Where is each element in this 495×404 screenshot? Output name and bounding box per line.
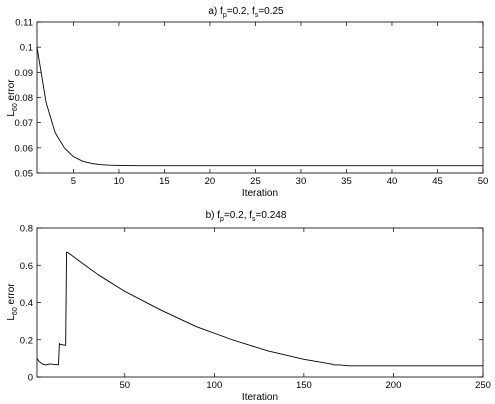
panel-a-x-ticks: 5 10 15 20 25 30 35 40 45 50: [71, 22, 489, 187]
panel-a-plot-frame: [36, 21, 484, 174]
panel-b-chart: b) fp=0.2, fs=0.248 50 100 150 200 250 00.20…: [6, 210, 491, 403]
panel-b-x-tick-label: 50: [119, 380, 130, 391]
panel-a-series-line: [36, 47, 483, 167]
panel-b-series-line: [36, 251, 483, 367]
panel-a-x-tick-label: 20: [205, 176, 216, 187]
panel-b-plot-frame: [36, 227, 484, 378]
panel-a-chart: a) fp=0.2, fs=0.25 5 10 15 20 25 30 35 40 45 50 0…: [6, 6, 488, 199]
panel-b-x-tick-label: 100: [206, 380, 222, 391]
panel-b-title: b) fp=0.2, fs=0.248: [206, 210, 287, 223]
panel-a-x-axis-label: Iteration: [242, 188, 278, 199]
panel-a-title: a) fp=0.2, fs=0.25: [208, 6, 284, 19]
panel-b-x-tick-label: 200: [386, 380, 402, 391]
panel-a-x-tick-label: 50: [478, 176, 489, 187]
panel-a-x-tick-label: 40: [387, 176, 398, 187]
panel-a-y-axis-label: L60 error: [6, 79, 19, 117]
panel-a-y-tick-label: 0.07: [15, 118, 34, 129]
panel-a-y-ticks: 0.05 0.06 0.07 0.08 0.09 0.1 0.11: [15, 18, 483, 180]
panel-a-y-tick-label: 0.06: [15, 143, 34, 154]
panel-a-x-tick-label: 35: [341, 176, 352, 187]
panel-b-y-tick-label: 0.2: [20, 335, 33, 346]
panel-a-y-tick-label: 0.05: [15, 169, 34, 180]
panel-a-x-tick-label: 5: [71, 176, 76, 187]
panel-a-x-tick-label: 25: [250, 176, 261, 187]
panel-a-y-tick-label: 0.1: [20, 43, 33, 54]
panel-b-y-tick-label: 0: [28, 373, 33, 384]
panel-b-y-tick-label: 0.6: [20, 261, 33, 272]
panel-a-x-tick-label: 15: [159, 176, 170, 187]
panel-b-x-tick-label: 150: [296, 380, 312, 391]
panel-b-y-ticks: 0 0.2 0.4 0.6 0.8: [20, 224, 483, 384]
panel-a-x-tick-label: 30: [296, 176, 307, 187]
panel-b-y-tick-label: 0.8: [20, 224, 33, 235]
panel-a-x-tick-label: 45: [432, 176, 443, 187]
panel-b-y-axis-label: L60 error: [6, 283, 19, 321]
panel-a-y-tick-label: 0.11: [15, 18, 33, 29]
panel-b-y-tick-label: 0.4: [20, 298, 33, 309]
panel-a-y-tick-label: 0.09: [15, 68, 34, 79]
panel-b-x-tick-label: 250: [475, 380, 491, 391]
panel-b-x-ticks: 50 100 150 200 250: [119, 228, 491, 391]
panel-b-x-axis-label: Iteration: [242, 392, 278, 403]
panel-a-y-tick-label: 0.08: [15, 93, 34, 104]
panel-a-x-tick-label: 10: [114, 176, 125, 187]
